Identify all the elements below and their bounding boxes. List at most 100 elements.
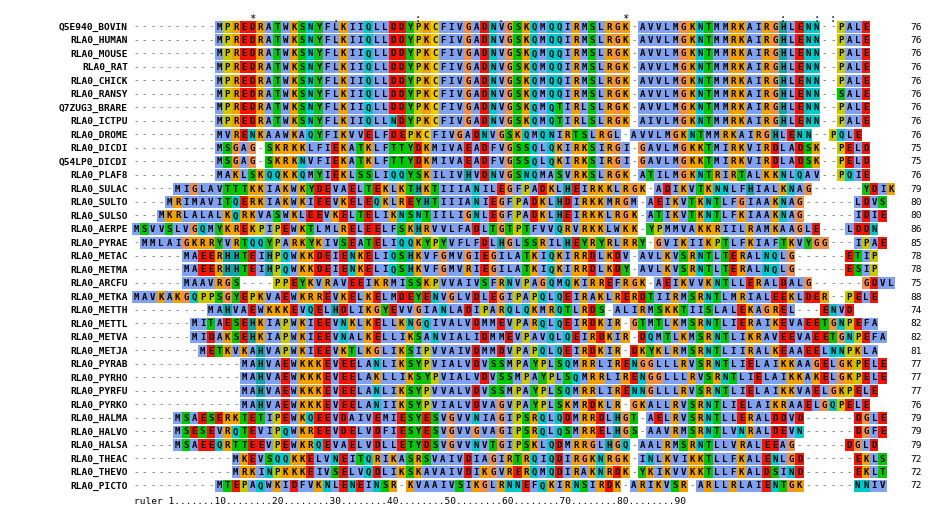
Bar [712,183,721,195]
Bar [687,48,696,60]
Text: K: K [515,131,520,140]
Bar [405,277,414,289]
Text: -: - [822,198,827,207]
Text: R: R [606,171,612,180]
Bar [845,399,854,411]
Bar [331,88,339,100]
Text: E: E [822,306,827,315]
Text: K: K [764,171,769,180]
Text: D: D [399,77,405,86]
Bar [331,264,339,276]
Text: A: A [200,198,206,207]
Text: I: I [738,333,744,342]
Bar [638,304,646,317]
Bar [306,345,314,357]
Bar [439,210,447,222]
Bar [671,439,680,451]
Text: M: M [217,158,221,166]
Bar [787,439,795,451]
Bar [671,250,680,262]
Text: K: K [672,212,678,220]
Bar [232,304,240,317]
Text: N: N [266,468,272,477]
Text: -: - [814,252,819,261]
Bar [281,196,289,208]
Text: N: N [805,117,811,126]
Text: A: A [524,198,528,207]
Bar [505,48,513,60]
Text: L: L [357,373,363,383]
Bar [845,88,854,100]
Text: R: R [606,49,612,58]
Text: N: N [573,481,578,490]
Text: I: I [755,77,761,86]
Bar [480,480,488,492]
Text: L: L [333,225,338,234]
Text: G: G [249,144,255,153]
Bar [314,413,323,424]
Bar [223,224,232,235]
Text: -: - [822,90,827,99]
Text: K: K [706,238,711,247]
Text: Q: Q [539,292,545,301]
Bar [289,413,298,424]
Text: A: A [274,401,280,410]
Text: E: E [880,238,885,247]
Text: I: I [357,414,363,423]
Text: P: P [524,279,528,288]
Text: R: R [755,333,761,342]
Bar [795,75,804,87]
Text: I: I [391,414,396,423]
Bar [439,102,447,114]
Bar [646,210,655,222]
Bar [687,291,696,303]
Bar [480,183,488,195]
Text: R: R [465,266,471,275]
Text: W: W [291,292,297,301]
Text: V: V [440,346,445,355]
Bar [240,142,248,154]
Bar [812,385,820,397]
Text: I: I [382,171,388,180]
Text: F: F [440,77,445,86]
Bar [365,196,373,208]
Text: M: M [208,306,214,315]
Bar [771,331,779,343]
Text: E: E [863,77,869,86]
Bar [795,224,804,235]
Text: I: I [764,320,769,329]
Text: K: K [258,320,263,329]
Bar [771,291,779,303]
Text: V: V [225,238,230,247]
Text: K: K [291,77,297,86]
Bar [663,359,671,371]
Bar [763,142,771,154]
Bar [273,210,281,222]
Bar [746,102,754,114]
Bar [588,88,596,100]
Bar [630,196,638,208]
Text: P: P [283,346,288,355]
Text: A: A [457,279,462,288]
Bar [439,250,447,262]
Text: V: V [772,333,777,342]
Bar [522,426,530,438]
Text: I: I [731,225,736,234]
Bar [472,264,480,276]
Text: V: V [880,481,885,490]
Bar [522,61,530,74]
Bar [522,277,530,289]
Bar [281,426,289,438]
Bar [696,345,704,357]
Bar [737,291,746,303]
Bar [746,304,754,317]
Bar [621,372,630,384]
Bar [339,480,348,492]
Text: E: E [764,455,769,464]
Bar [787,102,795,114]
Bar [439,183,447,195]
Text: R: R [283,144,288,153]
Bar [447,75,456,87]
Text: T: T [357,158,363,166]
Text: K: K [780,387,786,396]
